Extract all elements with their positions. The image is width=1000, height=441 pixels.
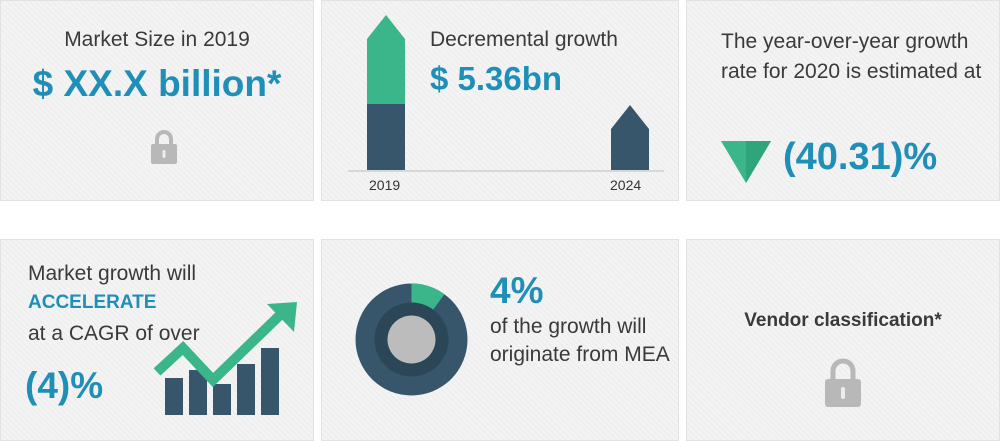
cagr-line3: at a CAGR of over	[28, 322, 200, 345]
vendor-label: Vendor classification*	[744, 310, 942, 331]
mea-text: of the growth will originate from MEA	[490, 315, 670, 366]
down-triangle-icon	[721, 141, 771, 183]
bar-2024	[611, 105, 649, 170]
decremental-value: $ 5.36bn	[430, 60, 563, 97]
year-2024-label: 2024	[610, 177, 642, 193]
yoy-label: The year-over-year growth rate for 2020 …	[721, 30, 982, 83]
bar-2019-base	[367, 104, 405, 170]
decremental-growth-card: Decremental growth $ 5.36bn 2019 2024	[321, 0, 679, 201]
mea-value: 4%	[490, 270, 544, 311]
decremental-label: Decremental growth	[430, 28, 618, 51]
cagr-card: Market growth will ACCELERATE at a CAGR …	[0, 239, 314, 441]
yoy-value: (40.31)%	[783, 136, 938, 178]
cagr-line1: Market growth will	[28, 262, 197, 285]
bar-2019-growth-segment	[367, 15, 405, 104]
mea-card: 4% of the growth will originate from MEA	[321, 239, 679, 441]
cagr-value: (4)%	[25, 365, 104, 406]
rising-bars-arrow-icon	[153, 302, 297, 415]
mea-donut-chart	[355, 283, 468, 396]
decremental-bar-chart	[348, 15, 664, 172]
market-size-value: $ XX.X billion*	[32, 63, 282, 104]
market-size-card: Market Size in 2019 $ XX.X billion*	[0, 0, 314, 201]
cagr-accelerate: ACCELERATE	[28, 292, 157, 313]
vendor-classification-card: Vendor classification*	[686, 239, 1000, 441]
market-size-label: Market Size in 2019	[64, 28, 250, 51]
lock-icon	[825, 358, 861, 407]
yoy-growth-card: The year-over-year growth rate for 2020 …	[686, 0, 1000, 201]
lock-icon	[151, 130, 177, 164]
year-2019-label: 2019	[369, 177, 401, 193]
